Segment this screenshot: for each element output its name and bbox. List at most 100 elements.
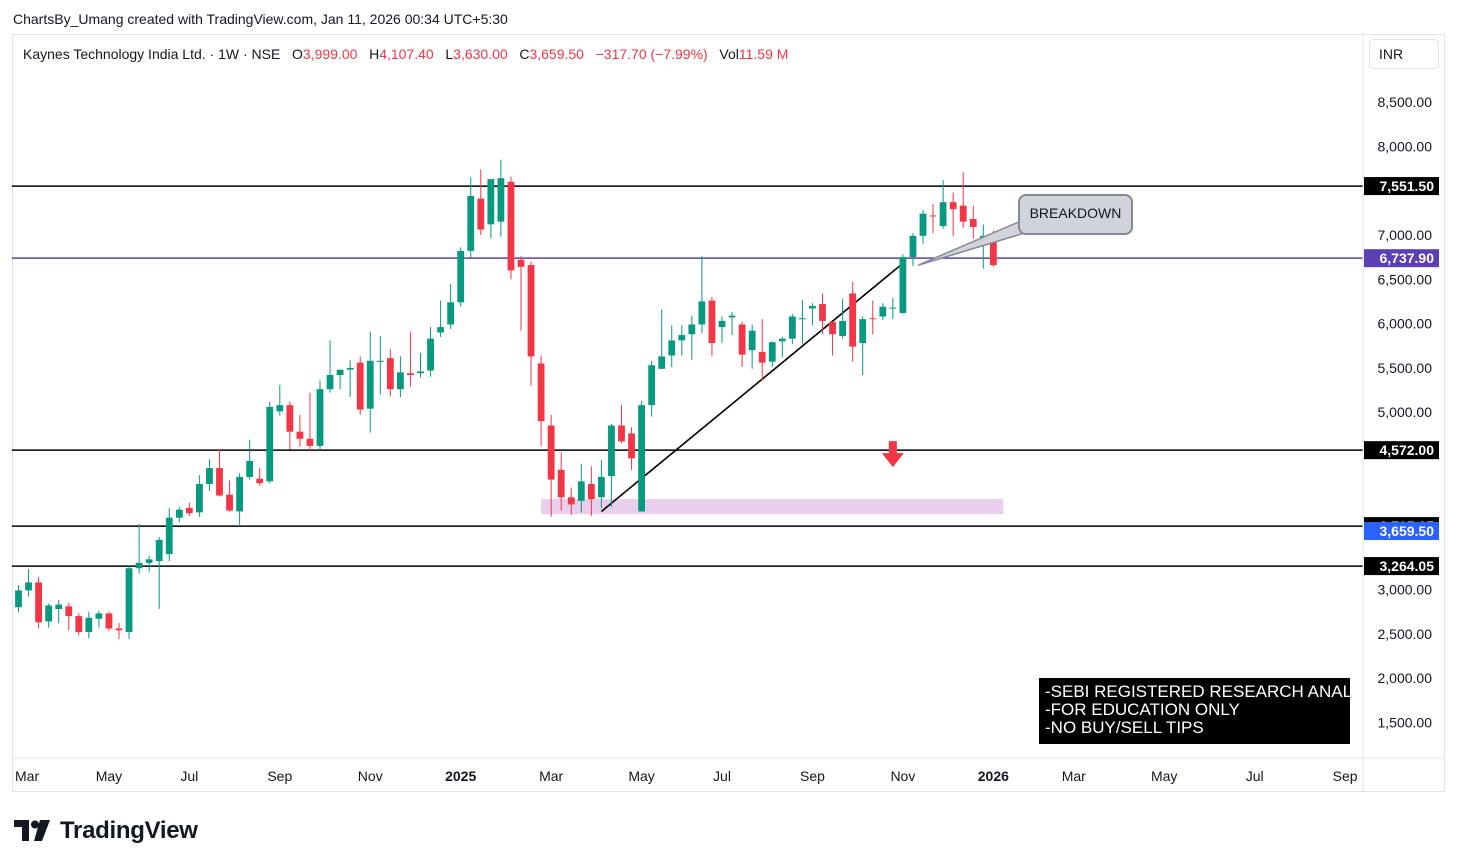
callout-box[interactable] bbox=[1018, 194, 1133, 235]
candle-body bbox=[196, 484, 203, 513]
candle bbox=[809, 303, 816, 326]
candle-body bbox=[366, 360, 374, 409]
price-axis-level-tag bbox=[1364, 441, 1439, 460]
candle-body bbox=[909, 235, 917, 258]
candle-body bbox=[527, 265, 535, 357]
candle-body bbox=[728, 315, 736, 318]
price-tick-label: 7,000.00 bbox=[1378, 227, 1433, 243]
candle bbox=[608, 423, 615, 508]
time-tick-label: Jul bbox=[1246, 768, 1264, 784]
candle bbox=[266, 401, 274, 484]
legend-low-label: L bbox=[445, 46, 454, 62]
candle bbox=[788, 313, 796, 344]
candle-body bbox=[577, 481, 585, 501]
candle bbox=[175, 507, 183, 523]
candle-body bbox=[236, 476, 243, 512]
price-axis-level-value: 4,572.00 bbox=[1380, 442, 1435, 458]
time-tick-label: Nov bbox=[358, 768, 383, 784]
legend-open: 3,999.00 bbox=[302, 46, 358, 62]
candle-body bbox=[547, 425, 555, 480]
candle-body bbox=[105, 613, 113, 629]
legend-vol-label: Vol bbox=[719, 46, 739, 62]
candle-body bbox=[316, 389, 324, 446]
candle-body bbox=[517, 259, 525, 267]
candle bbox=[85, 611, 93, 639]
candle-body bbox=[487, 179, 495, 225]
candle-body bbox=[849, 293, 857, 347]
candle-body bbox=[497, 178, 505, 222]
candle bbox=[949, 192, 957, 236]
currency-selector[interactable]: INR bbox=[1369, 39, 1439, 69]
candle bbox=[959, 172, 967, 228]
candle-body bbox=[145, 559, 153, 563]
trendline bbox=[600, 262, 904, 513]
tradingview-logo-icon bbox=[14, 820, 50, 841]
chart-credit: ChartsBy_Umang created with TradingView.… bbox=[13, 11, 508, 27]
support-zone-rect bbox=[541, 499, 1004, 515]
candle-body bbox=[246, 460, 254, 477]
candle-body bbox=[869, 318, 877, 320]
candle-body bbox=[758, 351, 766, 363]
candle bbox=[799, 299, 806, 344]
candle-body bbox=[618, 425, 625, 442]
candle bbox=[849, 281, 857, 362]
time-axis[interactable]: Mar May Jul Sep Nov 2025 Mar May Jul Sep Nov 2026 Ma… bbox=[15, 768, 1358, 784]
candle bbox=[698, 256, 706, 334]
candle bbox=[185, 502, 193, 516]
candle-body bbox=[608, 425, 615, 477]
candle-body bbox=[768, 342, 776, 362]
candle bbox=[326, 340, 334, 393]
price-axis-level-value: 7,551.50 bbox=[1380, 178, 1435, 194]
price-axis-level-value: 6,737.90 bbox=[1380, 250, 1435, 266]
time-tick-label: Sep bbox=[800, 768, 825, 784]
candle-body bbox=[376, 360, 384, 362]
price-axis-level-tag bbox=[1364, 522, 1439, 541]
candle bbox=[537, 355, 545, 446]
price-axis[interactable]: 1,500.00 2,000.00 2,500.00 3,000.00 5,000.00… bbox=[1378, 94, 1433, 730]
candle bbox=[316, 380, 324, 451]
candle bbox=[296, 414, 304, 447]
legend-close-label: C bbox=[519, 46, 530, 62]
candle-body bbox=[206, 468, 213, 485]
tradingview-logo[interactable]: TradingView bbox=[14, 817, 198, 845]
candle-body bbox=[939, 202, 947, 227]
candle-body bbox=[628, 433, 635, 459]
candle bbox=[708, 296, 716, 357]
candle-body bbox=[175, 509, 183, 518]
candle-body bbox=[417, 371, 424, 374]
disclaimer-box: -SEBI REGISTERED RESEARCH ANALYST -FOR E… bbox=[1039, 678, 1384, 744]
candles bbox=[15, 159, 997, 640]
price-tick-label: 3,000.00 bbox=[1378, 581, 1433, 597]
candle bbox=[527, 261, 535, 386]
candle-body bbox=[266, 406, 274, 482]
trendline-segment[interactable] bbox=[600, 262, 904, 513]
price-tick-label: 8,500.00 bbox=[1378, 94, 1433, 110]
candle bbox=[678, 325, 686, 356]
candle bbox=[457, 247, 465, 307]
candle bbox=[728, 312, 736, 336]
candle bbox=[748, 324, 756, 369]
candle-body bbox=[75, 616, 83, 633]
candle bbox=[286, 401, 294, 450]
candle-body bbox=[356, 362, 364, 410]
candle-body bbox=[467, 195, 475, 251]
candle bbox=[447, 283, 455, 329]
candle bbox=[567, 487, 575, 516]
candle bbox=[557, 452, 565, 511]
horizontal-levels bbox=[12, 185, 1363, 567]
candle-body bbox=[507, 181, 515, 271]
candle-body bbox=[658, 356, 666, 369]
candle-body bbox=[256, 478, 264, 484]
candle bbox=[919, 210, 927, 244]
candle bbox=[507, 176, 515, 280]
candle-body bbox=[989, 235, 997, 266]
candle-body bbox=[698, 301, 706, 325]
candle bbox=[638, 400, 645, 512]
candle bbox=[547, 414, 555, 517]
candle bbox=[939, 179, 947, 229]
candle-body bbox=[306, 438, 314, 446]
candle-body bbox=[638, 405, 645, 512]
candle-body bbox=[135, 562, 143, 569]
candle bbox=[668, 325, 676, 368]
